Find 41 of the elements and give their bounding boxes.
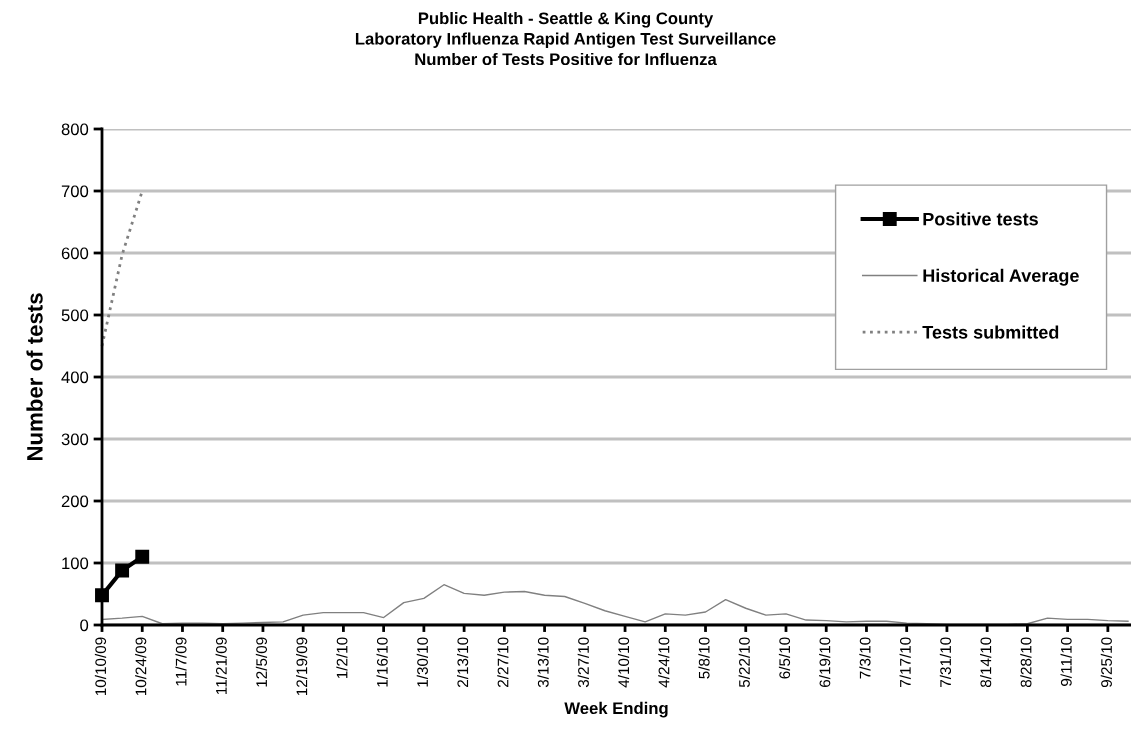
x-tick-label: 9/25/10 — [1100, 637, 1112, 688]
x-tick-label: 12/5/09 — [255, 637, 268, 687]
x-tick-label: 1/2/10 — [336, 637, 348, 679]
x-tick-label: 2/27/10 — [497, 637, 509, 687]
y-tick-label: 200 — [61, 495, 89, 508]
y-tick-label: 500 — [61, 309, 89, 322]
y-tick-label: 400 — [61, 371, 89, 384]
y-axis-title: Number of tests — [26, 293, 43, 461]
legend-label: Positive tests — [923, 212, 1038, 226]
y-tick-label: 700 — [61, 185, 89, 198]
x-tick-label: 9/11/10 — [1060, 637, 1072, 686]
x-tick-label: 6/19/10 — [819, 637, 831, 687]
y-tick-label: 600 — [61, 247, 89, 260]
x-tick-label: 4/24/10 — [658, 637, 670, 688]
y-tick-label: 300 — [61, 433, 89, 446]
x-tick-label: 11/7/09 — [175, 637, 187, 686]
chart-title: Public Health - Seattle & King County Laboratory Influenza Rapid Antigen Test Surveillance Number of Tests Positive for Influenza — [355, 12, 776, 66]
x-tick-label: 3/27/10 — [577, 637, 589, 688]
y-tick-label: 100 — [62, 557, 89, 570]
x-tick-label: 10/10/09 — [94, 637, 107, 696]
x-tick-label: 1/16/10 — [376, 637, 388, 687]
legend-label: Tests submitted — [922, 325, 1059, 339]
x-tick-label: 6/5/10 — [778, 637, 791, 679]
x-tick-label: 12/19/09 — [296, 637, 308, 696]
x-tick-label: 7/17/10 — [899, 637, 911, 687]
x-tick-label: 5/8/10 — [698, 637, 710, 679]
x-tick-label: 10/24/09 — [135, 637, 147, 696]
x-tick-label: 1/30/10 — [416, 637, 428, 687]
x-tick-label: 2/13/10 — [456, 637, 469, 687]
x-tick-label: 5/22/10 — [738, 637, 750, 688]
x-tick-label: 11/21/09 — [215, 637, 227, 694]
x-tick-label: 8/28/10 — [1020, 637, 1032, 688]
x-tick-label: 3/13/10 — [537, 637, 549, 688]
x-tick-label: 7/31/10 — [939, 637, 952, 687]
x-tick-label: 4/10/10 — [617, 637, 630, 688]
x-tick-label: 7/3/10 — [859, 637, 871, 679]
y-tick-label: 0 — [80, 619, 89, 632]
x-axis-title: Week Ending — [564, 701, 668, 718]
y-tick-label: 800 — [61, 123, 89, 136]
x-tick-label: 8/14/10 — [980, 637, 992, 688]
legend-label: Historical Average — [923, 268, 1079, 286]
